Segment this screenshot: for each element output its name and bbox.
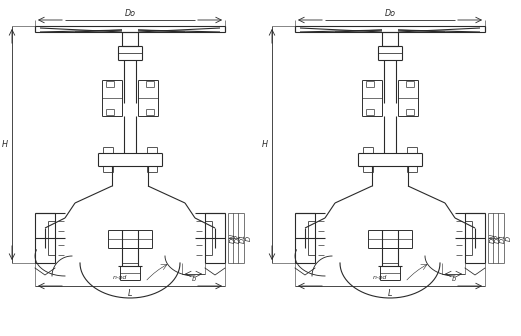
Text: n-φd: n-φd: [113, 275, 127, 280]
Text: L: L: [128, 289, 132, 298]
Text: D2: D2: [234, 233, 241, 243]
Text: D1: D1: [500, 233, 505, 243]
Text: n-φd: n-φd: [373, 275, 387, 280]
Text: b: b: [451, 276, 456, 282]
Text: b: b: [191, 276, 195, 282]
Text: DN: DN: [490, 233, 495, 243]
Text: D1: D1: [240, 233, 245, 243]
Text: D: D: [245, 236, 252, 241]
Text: D2: D2: [494, 233, 501, 243]
Text: D: D: [505, 236, 512, 241]
Text: Do: Do: [384, 9, 395, 18]
Text: H: H: [262, 140, 268, 149]
Text: Do: Do: [125, 9, 135, 18]
Text: H: H: [2, 140, 8, 149]
Text: L: L: [388, 289, 392, 298]
Text: DN: DN: [229, 233, 235, 243]
